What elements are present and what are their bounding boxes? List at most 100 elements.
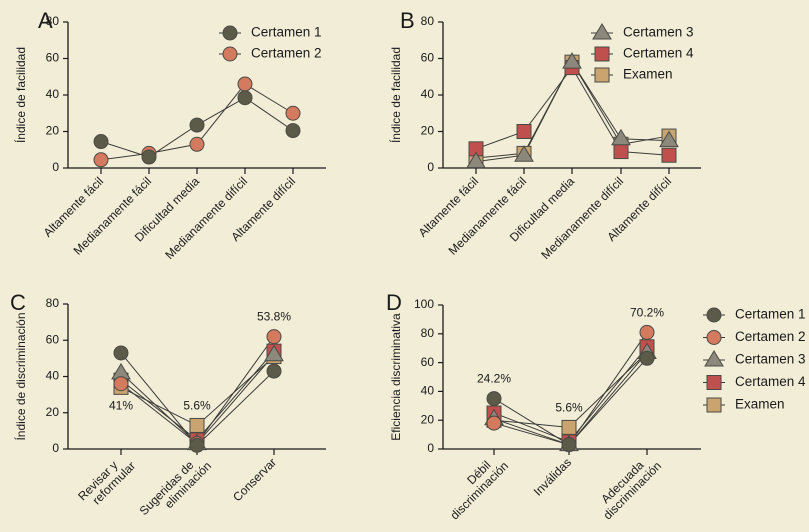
data-point-certamen-2 (237, 76, 253, 92)
legend-marker-examen (594, 67, 610, 83)
data-point-certamen-2 (189, 136, 205, 152)
y-tick-label: 20 (421, 124, 435, 138)
y-tick-label: 20 (46, 124, 60, 138)
legend-label: Certamen 4 (623, 46, 694, 61)
y-axis-title: Índice de discriminación (13, 312, 28, 440)
legend-label: Certamen 3 (623, 25, 694, 40)
legend-label: Certamen 1 (251, 25, 322, 40)
panel-c: C 0 20 40 60 80 Índice de discriminación Revisa… (10, 290, 326, 528)
x-category-label-line: Medianamente difícil (162, 174, 250, 262)
y-tick-label: 60 (421, 51, 435, 65)
legend-item: Certamen 1 (703, 307, 806, 323)
y-tick-label: 0 (427, 441, 434, 455)
data-point-certamen-1 (237, 90, 253, 106)
legend-item: Certamen 3 (703, 350, 806, 367)
legend-marker-certamen-2 (222, 46, 238, 62)
y-tick-label: 80 (46, 296, 60, 310)
data-point-certamen-3 (611, 128, 631, 146)
data-point-certamen-1 (189, 437, 205, 453)
y-tick-label: 60 (46, 51, 60, 65)
data-point-certamen-3 (562, 52, 582, 69)
data-point-certamen-2 (486, 415, 502, 431)
panel-letter: D (386, 290, 402, 315)
panel-letter: C (10, 290, 26, 315)
y-axis-title: Eficiencia discriminativa (389, 313, 403, 441)
series-markers (466, 52, 679, 169)
data-point-certamen-1 (189, 117, 205, 133)
data-point-certamen-1 (113, 345, 129, 361)
legend-marker-examen (706, 397, 722, 413)
legend-label: Examen (735, 397, 785, 412)
series-line-examen (493, 352, 648, 428)
y-tick-label: 0 (52, 441, 59, 455)
x-category-label: Sugeridas deeliminación (137, 450, 215, 528)
x-category-label: Débildiscriminación (438, 450, 511, 523)
legend: Certamen 1 Certamen 2 Certamen 3 Certamen 4… (703, 307, 806, 413)
x-category-label: Inválidas (531, 455, 574, 498)
data-point-certamen-1 (266, 363, 282, 379)
y-axis-title: Índice de facilidad (388, 47, 403, 143)
series-markers (93, 76, 301, 168)
y-tick-label: 20 (46, 405, 60, 419)
y-tick-label: 40 (46, 369, 60, 383)
data-point-certamen-1 (141, 149, 157, 165)
data-point-certamen-3 (514, 145, 534, 162)
x-category-label: Conservar (230, 455, 279, 504)
y-tick-label: 80 (46, 14, 60, 28)
legend-item: Certamen 2 (219, 46, 322, 62)
legend-label: Examen (623, 67, 673, 82)
legend-marker-certamen-1 (706, 307, 722, 323)
data-point-certamen-4 (613, 144, 629, 160)
data-point-certamen-1 (93, 134, 109, 150)
data-point-certamen-1 (639, 350, 655, 366)
y-tick-label: 40 (421, 87, 435, 101)
data-point-certamen-3 (466, 151, 486, 169)
series-markers (111, 329, 284, 453)
legend-marker-certamen-1 (222, 25, 238, 41)
percent-annotation: 41% (109, 398, 133, 412)
x-category-label-line: Inválidas (531, 455, 574, 498)
legend: Certamen 3 Certamen 4 Examen (591, 23, 694, 83)
legend-item: Certamen 4 (591, 46, 694, 62)
legend-item: Certamen 3 (591, 23, 694, 40)
percent-annotation: 24.2% (477, 372, 511, 386)
y-tick-label: 80 (421, 14, 435, 28)
y-tick-label: 100 (414, 297, 434, 311)
percent-annotation: 5.6% (555, 400, 583, 414)
data-point-certamen-3 (659, 130, 679, 148)
x-category-label-line: Medianamente difícil (538, 174, 626, 262)
x-category-label: Medianamente difícil (162, 174, 250, 262)
legend-item: Certamen 4 (703, 374, 806, 390)
panel-letter: B (400, 8, 415, 33)
y-tick-label: 60 (421, 355, 435, 369)
legend-label: Certamen 3 (735, 352, 806, 367)
legend-marker-certamen-4 (706, 375, 722, 390)
data-point-examen (189, 417, 205, 433)
y-tick-label: 40 (46, 87, 60, 101)
y-axis-title: Índice de facilidad (13, 47, 28, 143)
data-point-certamen-2 (285, 105, 301, 121)
y-tick-label: 0 (427, 160, 434, 174)
data-point-certamen-4 (661, 147, 677, 163)
legend-label: Certamen 2 (251, 46, 322, 61)
series-markers (484, 324, 657, 453)
data-point-certamen-2 (639, 324, 655, 340)
series-line-examen (120, 356, 275, 427)
panel-letter: A (38, 8, 53, 33)
y-tick-label: 20 (421, 412, 435, 426)
legend-marker-certamen-3 (592, 23, 612, 40)
y-tick-label: 60 (46, 332, 60, 346)
legend-marker-certamen-2 (706, 330, 722, 345)
legend-item: Certamen 2 (703, 329, 806, 345)
y-tick-label: 40 (421, 384, 435, 398)
panel-d: D 0 20 40 60 80 100 Eficiencia discriminativa Dé… (386, 290, 806, 523)
legend-label: Certamen 2 (735, 329, 806, 344)
data-point-certamen-2 (113, 376, 129, 392)
x-category-label: Adecuadadiscriminación (591, 450, 664, 523)
percent-annotation: 53.8% (257, 310, 291, 324)
data-point-certamen-3 (264, 344, 284, 362)
legend-item: Certamen 1 (219, 25, 322, 41)
